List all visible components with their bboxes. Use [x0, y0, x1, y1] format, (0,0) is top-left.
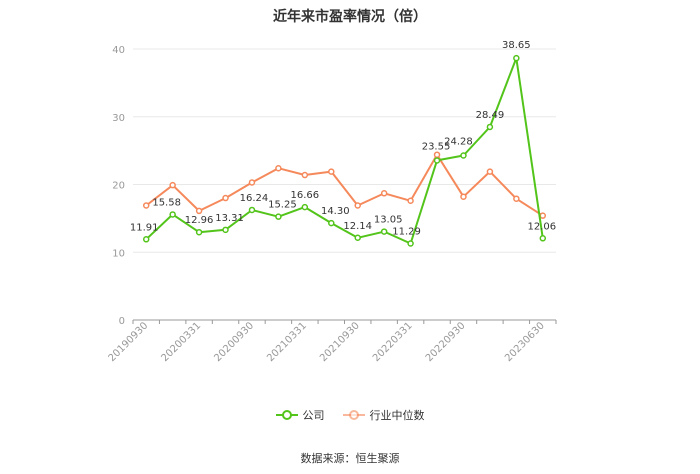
x-tick-label: 20190930	[107, 320, 151, 364]
data-point-company	[328, 219, 335, 227]
data-point-industry-median	[275, 164, 282, 172]
series-layer	[142, 54, 547, 247]
y-tick-label: 20	[112, 181, 125, 192]
data-point-company	[380, 228, 388, 235]
legend-swatch-industry-median	[342, 410, 365, 420]
data-label: 23.55	[422, 141, 451, 152]
data-point-company	[195, 228, 203, 236]
data-label: 12.06	[527, 221, 556, 232]
data-point-industry-median	[142, 202, 150, 209]
x-tick-label: 20220930	[424, 320, 468, 364]
x-tick-label: 20200930	[212, 320, 256, 364]
label-layer: 11.91 15.58 12.96 13.31 16.2415.2516.6614.30…	[130, 40, 556, 237]
chart-title: 近年来市盈率情况（倍）	[273, 9, 427, 25]
data-point-industry-median	[513, 195, 520, 202]
data-point-company	[275, 213, 282, 220]
data-label: 12.96	[185, 215, 214, 226]
data-point-company	[433, 157, 441, 164]
data-point-industry-median	[539, 212, 547, 219]
data-point-company	[539, 235, 547, 242]
legend-item-company[interactable]: 公司	[275, 407, 325, 423]
legend-label-industry-median: 行业中位数	[369, 409, 425, 422]
data-label: 16.24	[240, 193, 269, 204]
data-point-company	[407, 240, 414, 247]
x-tick-label: 20230630	[503, 320, 547, 364]
x-tick-label: 20200331	[159, 320, 203, 364]
x-tick-label: 20210930	[318, 320, 362, 364]
data-point-industry-median	[354, 202, 361, 209]
legend: 公司 行业中位数	[0, 407, 700, 423]
data-label: 28.49	[476, 110, 505, 121]
data-label: 24.28	[444, 137, 473, 148]
data-point-industry-median	[380, 190, 388, 197]
data-point-industry-median	[169, 181, 176, 189]
data-point-company	[301, 203, 309, 211]
data-label: 11.91	[130, 222, 159, 233]
data-point-industry-median	[195, 207, 203, 215]
data-point-industry-median	[407, 197, 414, 205]
y-tick-label: 0	[119, 316, 125, 327]
data-point-company	[248, 206, 256, 214]
x-tick-label: 20210331	[265, 320, 309, 364]
series-line-industry-median	[145, 153, 544, 217]
data-point-industry-median	[460, 193, 467, 200]
data-source: 数据来源：恒生聚源	[300, 452, 400, 465]
data-point-industry-median	[222, 194, 229, 202]
data-point-company	[142, 236, 150, 243]
data-point-company	[513, 54, 520, 62]
x-tick-label: 20220331	[371, 320, 415, 364]
data-point-industry-median	[301, 171, 309, 179]
series-line-company	[145, 57, 544, 245]
y-tick-label: 10	[112, 248, 125, 259]
data-point-company	[354, 234, 361, 242]
legend-swatch-company	[275, 410, 298, 420]
data-label: 15.25	[268, 200, 297, 211]
data-point-company	[486, 123, 494, 131]
y-tick-label: 40	[112, 45, 125, 56]
data-point-industry-median	[328, 168, 335, 175]
data-label: 13.31	[215, 213, 244, 224]
legend-item-industry-median[interactable]: 行业中位数	[342, 407, 425, 423]
grid-layer	[133, 48, 556, 253]
data-label: 15.58	[152, 197, 181, 208]
data-label: 13.05	[374, 215, 403, 226]
data-point-industry-median	[433, 151, 441, 158]
data-label: 38.65	[502, 40, 531, 51]
y-tick-label: 30	[112, 113, 125, 124]
data-point-company	[222, 226, 229, 234]
data-label: 12.14	[343, 221, 372, 232]
data-point-industry-median	[248, 179, 256, 186]
data-point-company	[169, 211, 176, 218]
legend-label-company: 公司	[302, 409, 325, 422]
data-point-industry-median	[486, 168, 494, 175]
data-label: 16.66	[291, 190, 320, 201]
data-point-company	[460, 152, 467, 159]
data-label: 11.29	[392, 227, 421, 238]
data-label: 14.30	[321, 206, 350, 217]
